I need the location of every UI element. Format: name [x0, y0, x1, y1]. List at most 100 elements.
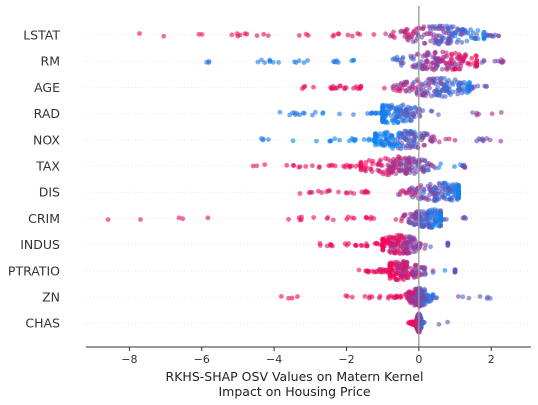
shap-point: [400, 56, 405, 62]
feature-label: PTRATIO: [8, 263, 60, 278]
shap-point: [394, 265, 400, 271]
shap-point: [422, 266, 428, 271]
shap-point: [433, 186, 438, 191]
shap-point: [404, 79, 410, 85]
shap-point: [330, 217, 336, 223]
shap-point: [390, 33, 396, 39]
shap-point: [438, 222, 443, 228]
shap-point: [452, 269, 458, 275]
shap-point: [437, 182, 442, 187]
shap-point: [449, 52, 455, 57]
shap-point: [412, 190, 418, 196]
shap-point: [363, 214, 369, 220]
shap-point: [337, 137, 342, 143]
shap-point: [369, 110, 375, 116]
shap-point: [404, 260, 410, 266]
shap-point: [349, 33, 355, 39]
shap-point: [480, 137, 486, 143]
shap-point: [420, 92, 426, 98]
shap-point: [475, 28, 481, 33]
shap-point: [460, 294, 466, 300]
shap-point: [369, 294, 375, 300]
shap-point: [407, 138, 413, 143]
shap-point: [408, 53, 414, 59]
shap-point: [379, 141, 385, 147]
shap-point: [442, 54, 448, 59]
shap-point: [399, 261, 405, 267]
shap-point: [426, 197, 432, 202]
shap-point: [337, 83, 343, 89]
shap-point: [439, 66, 445, 72]
shap-point: [437, 39, 443, 45]
shap-point: [422, 158, 427, 164]
shap-point: [431, 67, 437, 73]
shap-point: [462, 164, 468, 170]
shap-point: [461, 86, 467, 92]
shap-point: [324, 216, 330, 222]
shap-point: [383, 31, 388, 37]
shap-point: [351, 85, 356, 91]
shap-point: [446, 65, 452, 71]
shap-point: [176, 215, 182, 221]
shap-point: [305, 58, 310, 63]
shap-point: [362, 294, 368, 299]
shap-point: [351, 57, 357, 63]
shap-point: [361, 137, 367, 142]
shap-point: [399, 274, 405, 279]
shap-point: [452, 164, 457, 169]
shap-point: [396, 165, 401, 171]
shap-point: [286, 295, 291, 301]
shap-point: [396, 238, 401, 244]
shap-point: [359, 243, 365, 249]
shap-point: [431, 76, 436, 81]
shap-point: [414, 90, 420, 95]
shap-point: [407, 216, 413, 221]
shap-point: [411, 62, 417, 68]
shap-point: [358, 84, 364, 90]
shap-point: [420, 302, 425, 307]
shap-point: [437, 76, 443, 82]
x-tick-label: −6: [194, 353, 210, 366]
shap-point: [386, 238, 391, 243]
shap-point: [408, 128, 414, 134]
shap-point: [310, 112, 315, 118]
shap-point: [443, 61, 449, 66]
shap-point: [430, 54, 436, 60]
shap-point: [254, 163, 260, 169]
shap-point: [342, 85, 347, 91]
shap-point: [387, 276, 393, 281]
shap-point: [138, 217, 143, 222]
shap-point: [373, 111, 378, 116]
shap-point: [378, 138, 383, 143]
shap-point: [394, 259, 399, 265]
shap-point: [366, 136, 372, 142]
shap-point: [466, 295, 472, 301]
shap-point: [410, 39, 416, 45]
shap-point: [411, 79, 417, 85]
shap-point: [492, 58, 498, 64]
shap-point: [465, 61, 470, 66]
shap-point: [313, 109, 318, 115]
shap-point: [408, 320, 414, 326]
shap-point: [404, 143, 410, 149]
shap-point: [320, 111, 325, 116]
shap-point: [329, 86, 334, 91]
shap-point: [400, 102, 406, 108]
shap-point: [445, 240, 451, 246]
shap-point: [464, 38, 470, 44]
shap-point: [351, 112, 356, 117]
shap-point: [286, 216, 291, 222]
shap-point: [396, 87, 402, 92]
shap-point: [353, 243, 359, 249]
shap-point: [270, 59, 276, 65]
shap-point: [305, 33, 311, 38]
shap-point: [254, 33, 260, 39]
shap-point: [388, 170, 394, 176]
shap-point: [427, 85, 432, 91]
shap-point: [397, 136, 403, 141]
feature-row-crim: [105, 207, 469, 231]
shap-point: [105, 217, 111, 223]
shap-point: [401, 29, 407, 34]
shap-point: [428, 138, 434, 144]
shap-point: [390, 84, 395, 90]
